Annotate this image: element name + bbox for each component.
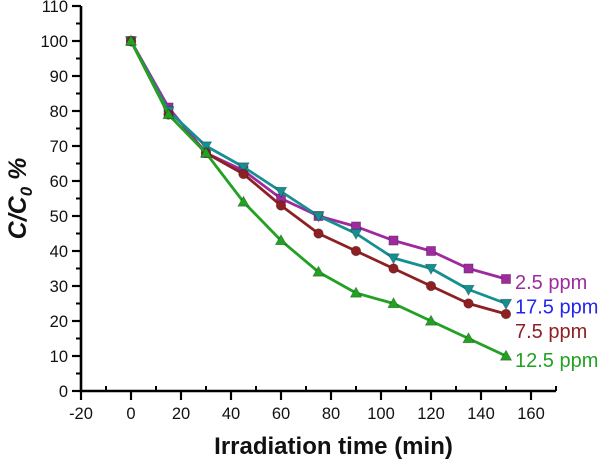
y-tick-label: 0 xyxy=(59,383,68,401)
data-point-marker xyxy=(387,253,400,265)
data-point-marker xyxy=(312,265,325,277)
series-2-5-ppm xyxy=(126,36,511,284)
data-point-marker xyxy=(388,235,399,246)
x-tick-label: -20 xyxy=(69,405,93,423)
x-tick-label: 0 xyxy=(126,405,135,423)
y-tick-label: 20 xyxy=(50,313,68,331)
data-point-marker xyxy=(199,146,213,158)
data-point-marker xyxy=(237,195,250,207)
data-series xyxy=(124,34,513,361)
data-point-marker xyxy=(162,107,175,120)
y-axis-title: C/C0 % xyxy=(4,158,36,240)
data-point-marker xyxy=(424,314,438,326)
series-label: 17.5 ppm xyxy=(515,297,598,319)
y-tick-label: 70 xyxy=(50,138,68,156)
data-point-marker xyxy=(463,298,474,309)
series-label: 12.5 ppm xyxy=(515,350,598,372)
data-point-marker xyxy=(312,211,325,223)
data-point-marker xyxy=(462,331,475,344)
data-point-marker xyxy=(313,228,324,239)
x-tick-label: 20 xyxy=(172,405,190,423)
y-tick-label: 110 xyxy=(42,0,68,16)
data-point-marker xyxy=(463,263,474,274)
data-point-marker xyxy=(387,296,400,309)
x-axis-title: Irradiation time (min) xyxy=(214,433,453,460)
data-point-marker xyxy=(500,273,511,284)
axis-ticks xyxy=(72,4,557,400)
data-point-marker xyxy=(238,168,249,180)
y-tick-label: 30 xyxy=(50,278,68,296)
x-tick-label: 40 xyxy=(222,405,240,423)
data-point-marker xyxy=(499,349,513,361)
data-point-marker xyxy=(349,228,363,241)
axis-titles: Irradiation time (min) C/C0 % xyxy=(4,158,453,460)
y-tick-label: 60 xyxy=(50,173,68,191)
series-line xyxy=(129,39,508,358)
data-point-marker xyxy=(425,245,436,256)
data-point-marker xyxy=(388,263,399,274)
x-tick-label: 140 xyxy=(467,405,495,423)
x-tick-label: 120 xyxy=(417,405,445,423)
y-tick-label: 90 xyxy=(50,68,68,86)
series-12-5-ppm xyxy=(124,34,513,361)
series-line xyxy=(129,39,508,281)
data-point-marker xyxy=(275,200,287,211)
data-point-marker xyxy=(124,34,138,46)
y-tick-label: 100 xyxy=(40,33,68,51)
data-point-marker xyxy=(274,186,288,199)
data-point-marker xyxy=(424,263,438,276)
x-tick-label: 160 xyxy=(517,405,545,423)
series-label: 7.5 ppm xyxy=(515,321,587,343)
data-point-marker xyxy=(499,298,513,311)
axes xyxy=(79,6,556,393)
data-point-marker xyxy=(500,308,512,320)
x-tick-label: 60 xyxy=(272,405,290,423)
y-tick-label: 50 xyxy=(50,208,68,226)
y-tick-label: 80 xyxy=(50,103,68,121)
y-tick-label: 40 xyxy=(50,243,68,261)
data-point-marker xyxy=(349,286,363,298)
data-point-marker xyxy=(237,162,250,174)
data-point-marker xyxy=(350,245,362,257)
x-tick-label: 100 xyxy=(367,405,395,423)
y-tick-label: 10 xyxy=(50,348,68,366)
series-line xyxy=(129,39,508,305)
series-label: 2.5 ppm xyxy=(515,272,587,294)
x-tick-label: 80 xyxy=(322,405,340,423)
data-point-marker xyxy=(462,284,475,297)
data-point-marker xyxy=(199,141,213,153)
data-point-marker xyxy=(425,280,437,292)
data-point-marker xyxy=(274,233,288,246)
